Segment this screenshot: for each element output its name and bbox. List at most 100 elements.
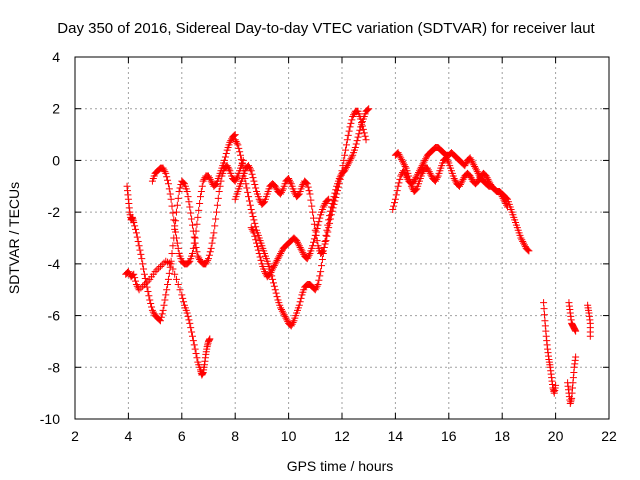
data-point bbox=[344, 131, 352, 139]
x-tick-label: 20 bbox=[548, 428, 564, 444]
data-point bbox=[304, 253, 312, 261]
data-point bbox=[322, 237, 330, 245]
data-point bbox=[288, 320, 296, 328]
data-point bbox=[159, 164, 167, 172]
data-point bbox=[326, 215, 334, 223]
data-point bbox=[250, 177, 258, 185]
data-point bbox=[271, 286, 279, 294]
data-point bbox=[160, 301, 168, 309]
data-point bbox=[307, 196, 315, 204]
data-point bbox=[275, 253, 283, 261]
data-point bbox=[185, 198, 193, 206]
series-track-11 bbox=[565, 299, 580, 335]
data-point bbox=[183, 187, 191, 195]
data-point bbox=[165, 185, 173, 193]
data-point bbox=[171, 222, 179, 230]
data-point bbox=[267, 268, 275, 276]
data-point bbox=[496, 187, 504, 195]
data-point bbox=[191, 345, 199, 353]
data-point bbox=[233, 174, 241, 182]
data-point bbox=[169, 242, 177, 250]
data-point bbox=[467, 174, 475, 182]
data-point bbox=[277, 248, 285, 256]
y-tick-label: -8 bbox=[48, 359, 61, 375]
data-point bbox=[137, 250, 145, 258]
data-point bbox=[253, 239, 261, 247]
data-point bbox=[294, 191, 302, 199]
data-point bbox=[245, 162, 253, 170]
series-track-6 bbox=[247, 195, 333, 281]
data-point bbox=[299, 249, 307, 257]
data-point bbox=[250, 229, 258, 237]
data-point bbox=[518, 236, 526, 244]
x-tick-label: 18 bbox=[494, 428, 510, 444]
data-point bbox=[524, 246, 532, 254]
data-point bbox=[249, 174, 257, 182]
data-point bbox=[401, 162, 409, 170]
data-point bbox=[232, 137, 240, 145]
data-point bbox=[174, 244, 182, 252]
data-point bbox=[296, 298, 304, 306]
data-point bbox=[335, 180, 343, 188]
data-point bbox=[260, 199, 268, 207]
data-point bbox=[273, 293, 281, 301]
data-point bbox=[214, 194, 222, 202]
data-point bbox=[345, 127, 353, 135]
data-point bbox=[230, 131, 238, 139]
data-point bbox=[179, 178, 187, 186]
data-point bbox=[222, 150, 230, 158]
data-point bbox=[234, 141, 242, 149]
data-point bbox=[281, 312, 289, 320]
data-point bbox=[285, 176, 293, 184]
data-point bbox=[164, 275, 172, 283]
data-point bbox=[243, 184, 251, 192]
data-point bbox=[315, 218, 323, 226]
data-point bbox=[420, 158, 428, 166]
data-point bbox=[147, 300, 155, 308]
data-point bbox=[331, 197, 339, 205]
data-point bbox=[160, 166, 168, 174]
data-point bbox=[354, 133, 362, 141]
data-point bbox=[175, 187, 183, 195]
data-point bbox=[164, 176, 172, 184]
data-point bbox=[239, 156, 247, 164]
data-point bbox=[323, 232, 331, 240]
data-point bbox=[190, 239, 198, 247]
data-point bbox=[225, 165, 233, 173]
data-point bbox=[277, 190, 285, 198]
data-point bbox=[355, 130, 363, 138]
data-point bbox=[221, 153, 229, 161]
data-point bbox=[184, 193, 192, 201]
data-point bbox=[470, 161, 478, 169]
data-point bbox=[167, 260, 175, 268]
data-point bbox=[137, 284, 145, 292]
data-point bbox=[277, 304, 285, 312]
data-point bbox=[272, 289, 280, 297]
data-point bbox=[186, 319, 194, 327]
data-point bbox=[457, 179, 465, 187]
data-point bbox=[251, 219, 259, 227]
data-point bbox=[172, 217, 180, 225]
data-point bbox=[484, 175, 492, 183]
data-point bbox=[274, 255, 282, 263]
data-point bbox=[345, 158, 353, 166]
data-point bbox=[139, 282, 147, 290]
data-point bbox=[357, 115, 365, 123]
data-point bbox=[255, 250, 263, 258]
data-point bbox=[466, 172, 474, 180]
data-point bbox=[178, 291, 186, 299]
x-tick-label: 14 bbox=[388, 428, 404, 444]
data-point bbox=[473, 168, 481, 176]
data-point bbox=[188, 215, 196, 223]
data-point bbox=[163, 286, 171, 294]
data-point bbox=[140, 281, 148, 289]
data-point bbox=[339, 162, 347, 170]
data-point bbox=[170, 216, 178, 224]
data-point bbox=[273, 256, 281, 264]
series-track-12 bbox=[584, 301, 594, 340]
data-point bbox=[165, 259, 173, 267]
data-point bbox=[211, 181, 219, 189]
data-point bbox=[132, 225, 140, 233]
data-point bbox=[356, 126, 364, 134]
